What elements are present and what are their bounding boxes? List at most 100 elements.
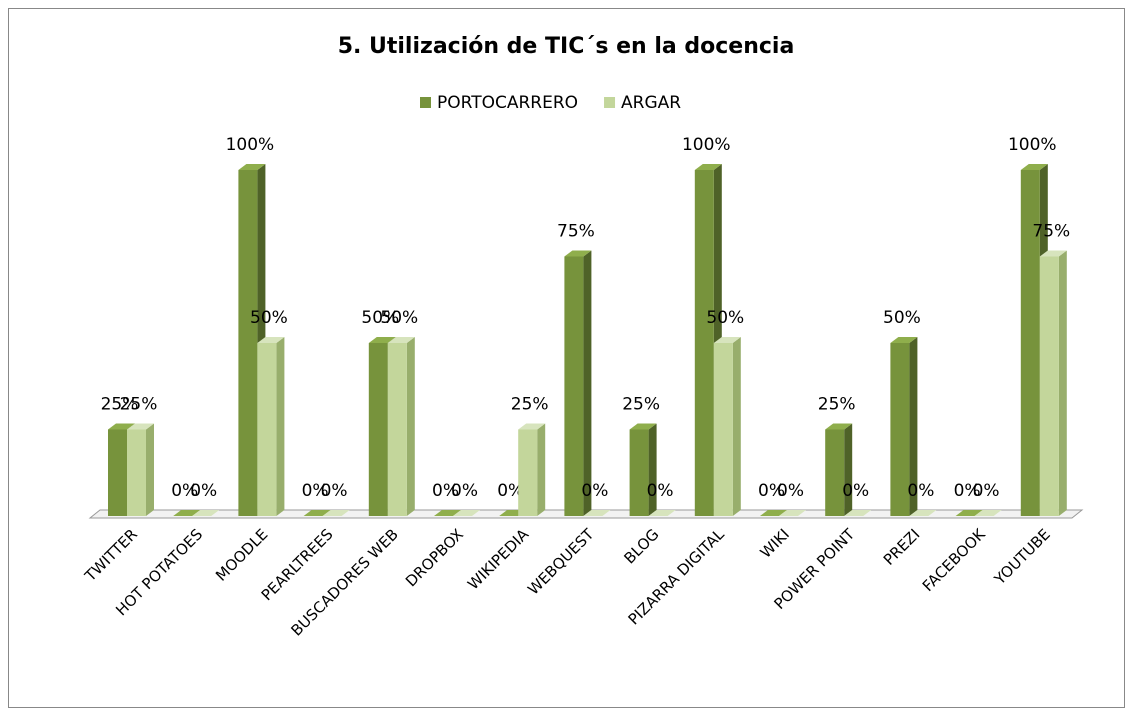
bar-top bbox=[518, 423, 546, 430]
bar bbox=[629, 423, 657, 516]
bar bbox=[760, 510, 787, 516]
bar-top bbox=[192, 510, 220, 516]
bar bbox=[192, 510, 220, 516]
legend-label: PORTOCARRERO bbox=[437, 93, 578, 113]
bar bbox=[303, 510, 331, 516]
value-label: 50% bbox=[706, 308, 744, 328]
legend-swatch bbox=[604, 97, 616, 108]
bar bbox=[974, 510, 1002, 516]
bar bbox=[909, 510, 937, 516]
bar-top bbox=[322, 510, 350, 516]
value-label: 25% bbox=[818, 395, 856, 415]
value-label: 0% bbox=[497, 481, 524, 501]
value-label: 50% bbox=[361, 308, 399, 328]
bar-front bbox=[629, 429, 649, 516]
bar-top bbox=[583, 510, 611, 516]
value-label: 100% bbox=[1008, 135, 1057, 155]
bar-side bbox=[909, 337, 918, 516]
bar-top bbox=[108, 423, 135, 430]
bar bbox=[713, 337, 741, 516]
bar bbox=[322, 510, 350, 516]
bar-top bbox=[238, 164, 266, 170]
bar-side bbox=[844, 423, 853, 516]
bar-top bbox=[955, 510, 983, 516]
bar-front bbox=[387, 343, 407, 516]
bar bbox=[257, 337, 285, 516]
value-label: 50% bbox=[883, 308, 921, 328]
bar-top bbox=[909, 510, 937, 516]
bar bbox=[564, 250, 592, 516]
bar-top bbox=[779, 510, 806, 516]
bar bbox=[387, 337, 415, 516]
bar-front bbox=[1039, 256, 1059, 516]
bar bbox=[583, 510, 611, 516]
value-label: 75% bbox=[1032, 222, 1070, 242]
value-label: 0% bbox=[190, 481, 217, 501]
value-label: 0% bbox=[842, 481, 869, 501]
value-label: 0% bbox=[907, 481, 934, 501]
bar-top bbox=[257, 337, 285, 343]
bar bbox=[518, 423, 546, 516]
bar-front bbox=[890, 343, 910, 516]
value-label: 25% bbox=[120, 395, 158, 415]
bar bbox=[648, 510, 676, 516]
bar-top bbox=[434, 510, 461, 516]
bar bbox=[955, 510, 983, 516]
bar-top bbox=[825, 423, 853, 430]
bar-front bbox=[564, 256, 584, 516]
bar bbox=[890, 337, 918, 516]
bar-top bbox=[648, 510, 676, 516]
bar-front bbox=[713, 343, 733, 516]
bar-front bbox=[257, 343, 277, 516]
bar bbox=[1039, 250, 1067, 516]
bar-front bbox=[825, 429, 845, 516]
bar-side bbox=[1058, 250, 1067, 516]
bar-top bbox=[844, 510, 872, 516]
bar-side bbox=[537, 423, 546, 516]
bar-top bbox=[173, 510, 201, 516]
bar bbox=[453, 510, 480, 516]
legend-swatch bbox=[420, 97, 431, 108]
value-label: 100% bbox=[682, 135, 731, 155]
bar-side bbox=[732, 337, 741, 516]
bar-top bbox=[713, 337, 741, 343]
bar-side bbox=[146, 423, 154, 516]
bar-top bbox=[760, 510, 787, 516]
bar-front bbox=[368, 343, 388, 516]
value-label: 0% bbox=[758, 481, 785, 501]
value-label: 50% bbox=[380, 308, 418, 328]
bar-front bbox=[238, 170, 258, 516]
value-label: 0% bbox=[451, 481, 478, 501]
value-label: 0% bbox=[954, 481, 981, 501]
value-label: 0% bbox=[777, 481, 804, 501]
bar-side bbox=[583, 250, 592, 516]
bar-front bbox=[108, 429, 127, 516]
value-label: 50% bbox=[250, 308, 288, 328]
value-label: 100% bbox=[226, 135, 275, 155]
bar bbox=[779, 510, 806, 516]
bar-side bbox=[406, 337, 415, 516]
value-label: 25% bbox=[622, 395, 660, 415]
bar bbox=[127, 423, 154, 516]
bar-side bbox=[276, 337, 285, 516]
value-label: 0% bbox=[321, 481, 348, 501]
bar-side bbox=[648, 423, 657, 516]
bar-top bbox=[1020, 164, 1048, 170]
bar-top bbox=[564, 250, 592, 257]
value-label: 0% bbox=[171, 481, 198, 501]
bar-top bbox=[368, 337, 396, 343]
chart-title: 5. Utilización de TIC´s en la docencia bbox=[338, 34, 795, 59]
bar-top bbox=[974, 510, 1002, 516]
bar-front bbox=[694, 170, 714, 516]
value-label: 0% bbox=[581, 481, 608, 501]
value-label: 0% bbox=[647, 481, 674, 501]
bar-front bbox=[1020, 170, 1040, 516]
value-label: 0% bbox=[973, 481, 1000, 501]
value-label: 75% bbox=[557, 222, 595, 242]
bar-front bbox=[518, 429, 538, 516]
bar-top bbox=[629, 423, 657, 430]
bar-top bbox=[127, 423, 154, 430]
bar bbox=[173, 510, 201, 516]
